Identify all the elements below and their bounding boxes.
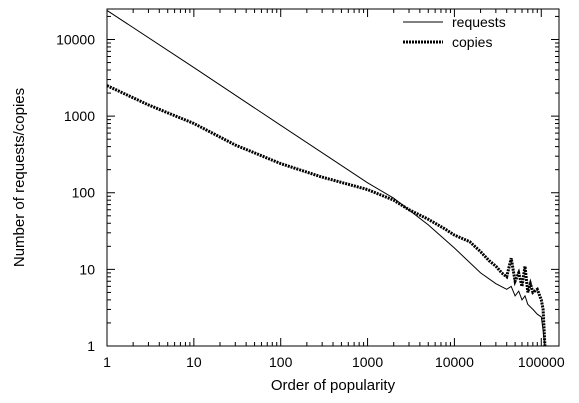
y-tick-label: 10	[79, 261, 95, 277]
series-line-copies	[106, 84, 547, 347]
x-tick-label: 10	[186, 354, 202, 370]
x-axis-title: Order of popularity	[271, 377, 396, 394]
legend-label-copies: copies	[452, 34, 492, 50]
y-axis-title: Number of requests/copies	[11, 88, 28, 267]
series-line-requests	[106, 9, 546, 347]
x-tick-label: 100	[269, 354, 293, 370]
legend: requests copies	[403, 14, 506, 50]
series-layer	[106, 9, 547, 347]
ticks-layer: 1 10 100 1000 10000 100000 1 10 100 1000 10000	[56, 9, 565, 370]
x-tick-label: 1000	[352, 354, 383, 370]
y-tick-label: 10000	[56, 31, 95, 47]
x-tick-label: 100000	[518, 354, 565, 370]
y-tick-label: 1000	[64, 108, 95, 124]
plot-frame	[106, 8, 560, 347]
legend-label-requests: requests	[452, 14, 506, 30]
y-tick-label: 100	[72, 185, 96, 201]
x-tick-label: 10000	[435, 354, 474, 370]
x-tick-label: 1	[103, 354, 111, 370]
y-tick-label: 1	[87, 338, 95, 354]
